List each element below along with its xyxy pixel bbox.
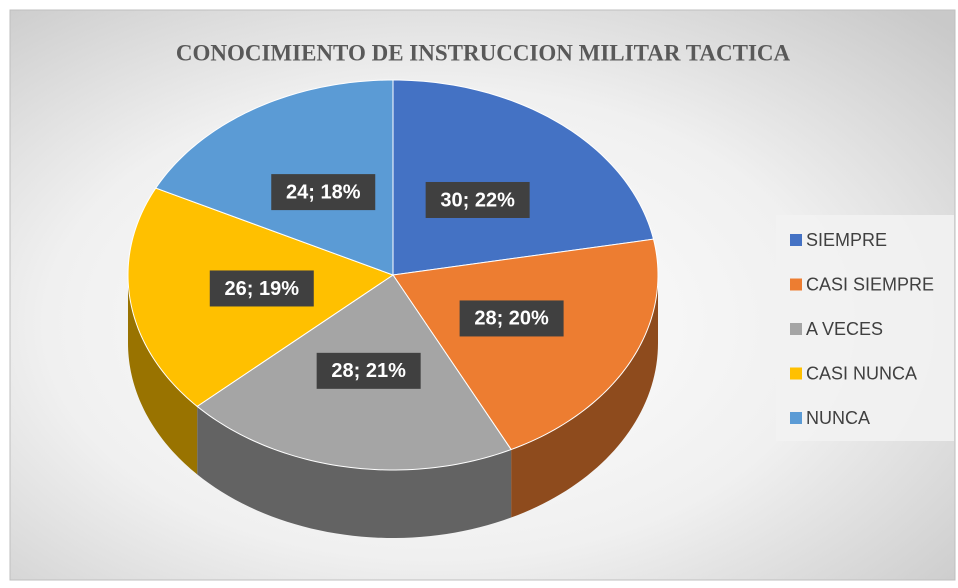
chart-title: CONOCIMIENTO DE INSTRUCCION MILITAR TACT…	[176, 40, 791, 65]
legend-swatch	[790, 234, 802, 246]
legend-label: CASI SIEMPRE	[806, 274, 934, 294]
data-label: 26; 19%	[225, 278, 300, 300]
data-label-box	[209, 270, 314, 307]
slice-side	[197, 406, 512, 538]
data-label-box	[459, 300, 564, 337]
legend-swatch	[790, 412, 802, 424]
data-label-box	[425, 181, 530, 218]
legend-label: CASI NUNCA	[806, 363, 917, 383]
legend-swatch	[790, 323, 802, 335]
data-label-box	[316, 352, 421, 389]
data-label-box	[271, 174, 376, 211]
slice-side	[511, 275, 658, 518]
legend-swatch	[790, 278, 802, 291]
legend	[776, 215, 954, 441]
legend-swatch	[790, 367, 802, 380]
data-label: 24; 18%	[286, 181, 361, 203]
slice-side	[128, 275, 198, 475]
data-label: 28; 20%	[474, 308, 549, 330]
data-label: 28; 21%	[331, 360, 406, 382]
legend-label: NUNCA	[806, 408, 870, 428]
slice	[392, 79, 655, 276]
legend-label: SIEMPRE	[806, 230, 887, 250]
data-label: 30; 22%	[440, 189, 515, 211]
legend-label: A VECES	[806, 319, 883, 339]
slice	[392, 238, 659, 451]
